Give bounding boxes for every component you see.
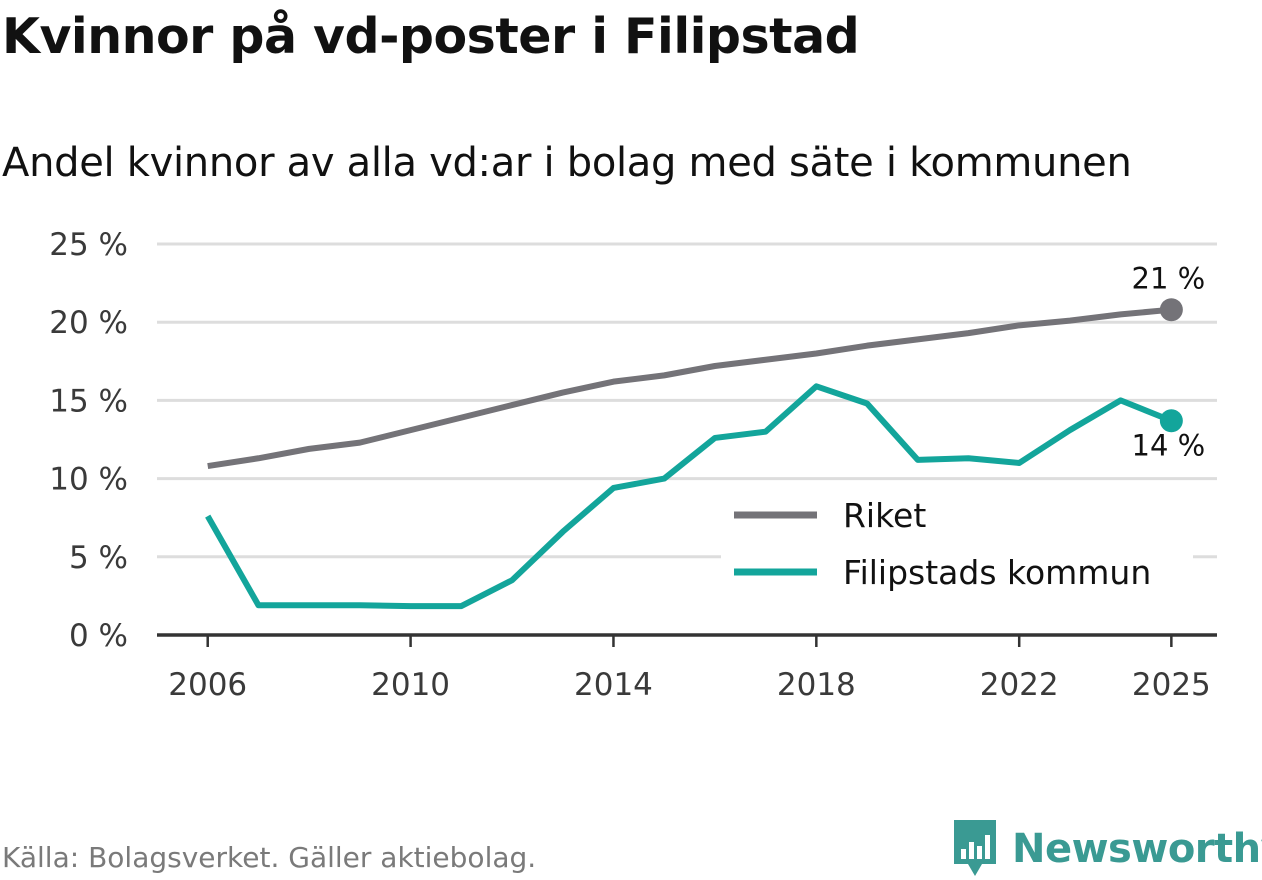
chart-subtitle: Andel kvinnor av alla vd:ar i bolag med … [2, 140, 1132, 186]
x-tick-label: 2018 [777, 667, 856, 703]
legend-label: Riket [843, 496, 926, 535]
y-tick-label: 15 % [49, 383, 128, 419]
x-tick-label: 2025 [1132, 667, 1211, 703]
chart-title: Kvinnor på vd-poster i Filipstad [2, 8, 860, 65]
y-tick-label: 10 % [49, 462, 128, 498]
bar-chart-badge-icon [954, 820, 996, 876]
y-tick-label: 20 % [49, 305, 128, 341]
x-tick-label: 2010 [371, 667, 450, 703]
series-end-point [1159, 409, 1183, 433]
y-tick-label: 0 % [69, 618, 128, 654]
brand-name: Newsworthy [1012, 826, 1262, 872]
x-tick-label: 2014 [574, 667, 653, 703]
series-lines: 21 % 14 % [205, 262, 1206, 610]
legend-label: Filipstads kommun [843, 553, 1151, 592]
x-axis-ticks: 2006 2010 2014 2018 2022 2025 [168, 635, 1211, 703]
legend-background [721, 488, 1193, 608]
series-end-label: 14 % [1132, 429, 1206, 463]
y-axis-ticks: 0 % 5 % 10 % 15 % 20 % 25 % [49, 227, 128, 654]
source-note: Källa: Bolagsverket. Gäller aktiebolag. [2, 841, 537, 874]
x-tick-label: 2022 [980, 667, 1059, 703]
series-end-label: 21 % [1132, 262, 1206, 296]
x-tick-label: 2006 [168, 667, 247, 703]
y-tick-label: 25 % [49, 227, 128, 263]
series-line-kommun [205, 383, 1173, 610]
legend: Riket Filipstads kommun [721, 488, 1193, 608]
series-line-riket [207, 306, 1172, 470]
brand-logo[interactable]: Newsworthy [950, 818, 1262, 880]
series-end-point [1159, 298, 1183, 322]
y-tick-label: 5 % [69, 540, 128, 576]
